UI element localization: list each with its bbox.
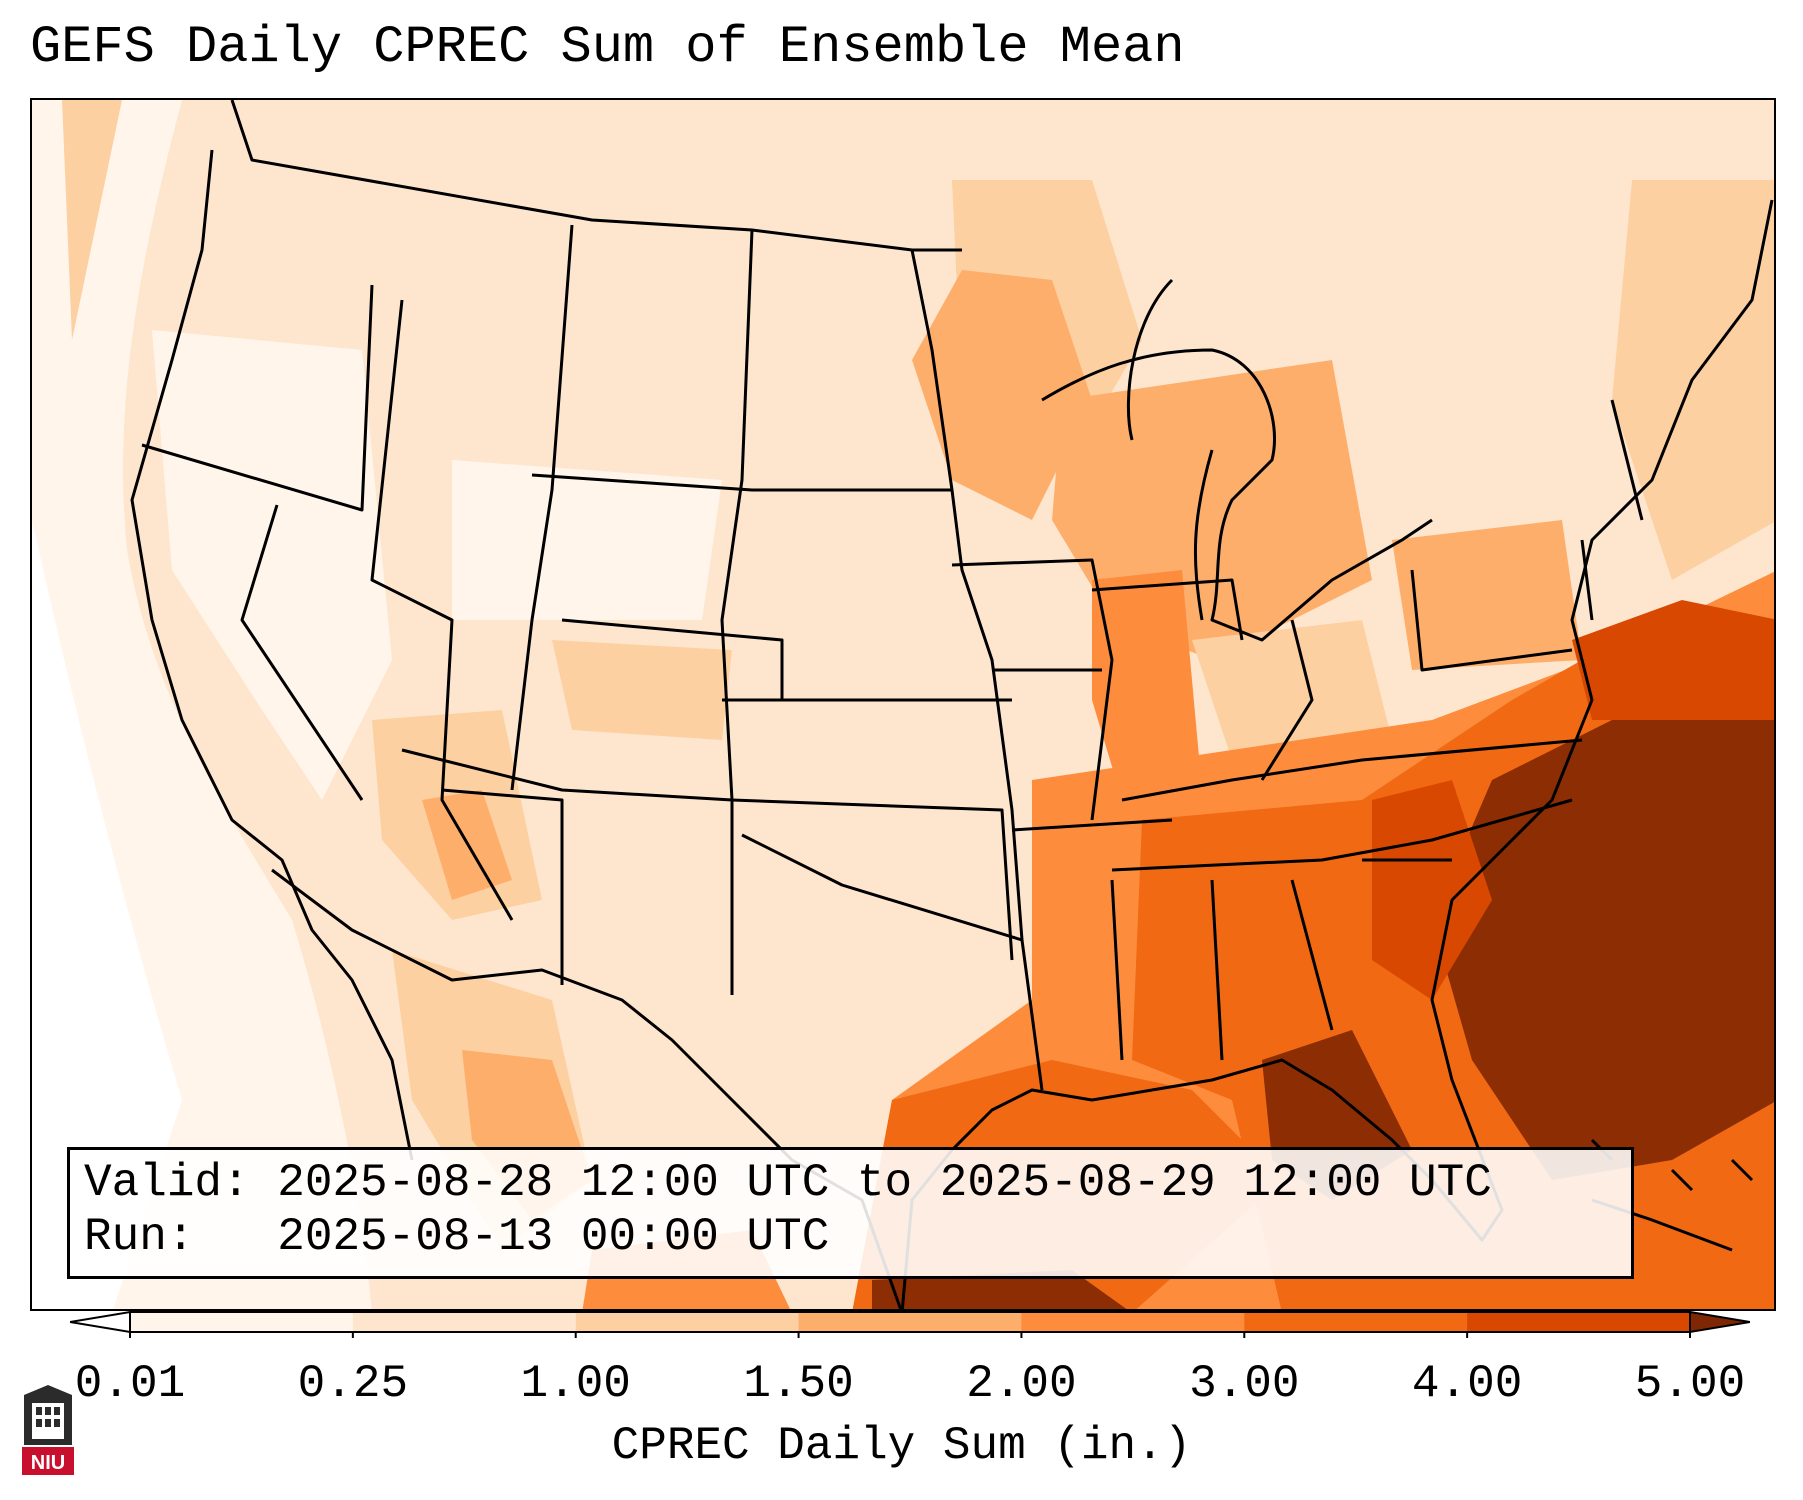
colorbar-segment [575, 1312, 800, 1332]
colorbar-segment [130, 1312, 354, 1332]
niu-logo-text: NIU [31, 1452, 65, 1474]
colorbar-over-arrow [1689, 1310, 1750, 1334]
colorbar-segment [798, 1312, 1022, 1332]
run-time-text: Run: 2025-08-13 00:00 UTC [84, 1211, 830, 1263]
precipitation-map [30, 98, 1776, 1311]
colorbar-outline [129, 1311, 1691, 1333]
colorbar-tick-label: 4.00 [1411, 1358, 1523, 1410]
colorbar-tick-label: 3.00 [1189, 1358, 1300, 1410]
valid-time-text: Valid: 2025-08-28 12:00 UTC to 2025-08-2… [84, 1157, 1492, 1209]
state-and-country-borders [130, 100, 1774, 1309]
colorbar-title: CPREC Daily Sum (in.) [611, 1420, 1192, 1472]
colorbar-segment [1244, 1312, 1468, 1332]
colorbar-segment [1467, 1312, 1691, 1332]
precipitation-fill [32, 100, 1774, 1309]
niu-logo: NIU [20, 1385, 76, 1484]
colorbar-tick-label: 5.00 [1634, 1358, 1746, 1410]
valid-run-info-box: Valid: 2025-08-28 12:00 UTC to 2025-08-2… [67, 1147, 1634, 1279]
niu-logo-icon: NIU [22, 1385, 74, 1475]
colorbar-segment [1021, 1312, 1245, 1332]
precipitation-map-svg [32, 100, 1774, 1309]
colorbar-segment [352, 1312, 577, 1332]
colorbar-tick-label: 2.00 [966, 1358, 1077, 1410]
colorbar-tick-label: 0.01 [74, 1358, 186, 1410]
colorbar-tick-label: 0.25 [297, 1358, 409, 1410]
map-title: GEFS Daily CPREC Sum of Ensemble Mean [30, 18, 1185, 77]
colorbar-tick-label: 1.00 [520, 1358, 631, 1410]
colorbar-under-arrow [70, 1310, 131, 1334]
colorbar [70, 1310, 1750, 1338]
colorbar-tick-label: 1.50 [743, 1358, 854, 1410]
